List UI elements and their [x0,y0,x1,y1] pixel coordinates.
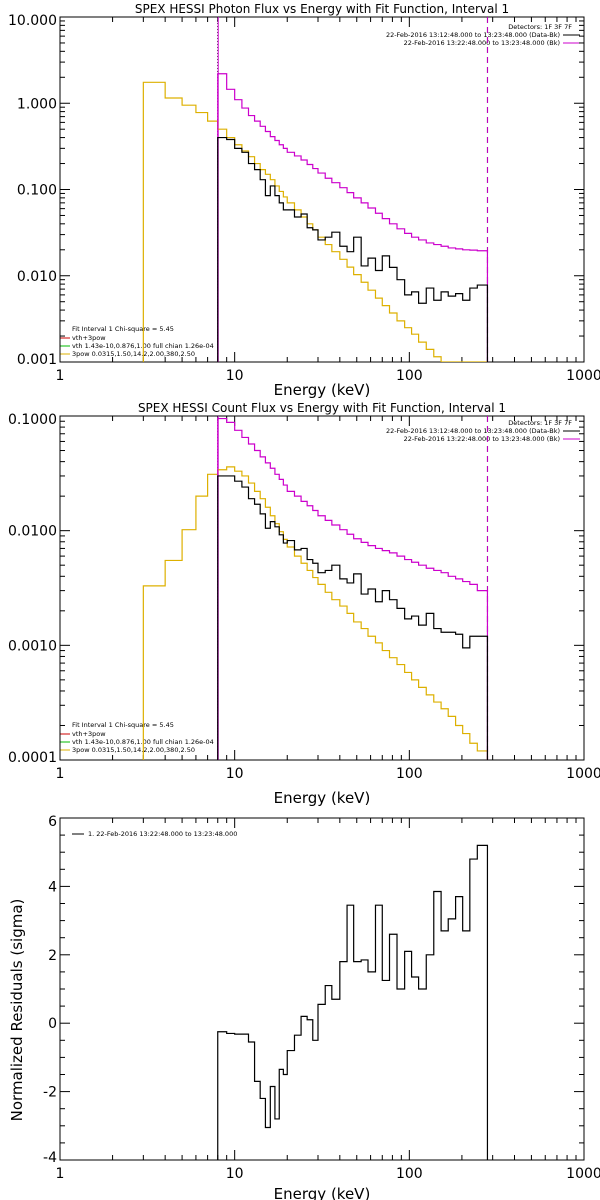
photon-header-data-interval: 22-Feb-2016 13:12:48.000 to 13:23:48.000… [386,31,560,39]
photon-y-tick-label: 10.000 [8,13,57,29]
photon-x-tick-label: 1 [56,368,65,384]
photon-panel-title: SPEX HESSI Photon Flux vs Energy with Fi… [135,2,509,16]
count-legend-line-0: Fit Interval 1 Chi-square = 5.45 [72,721,174,729]
count-header-bk-interval: 22-Feb-2016 13:22:48.000 to 13:23:48.000… [404,435,560,443]
photon-x-axis-title: Energy (keV) [274,381,371,399]
count-panel-title: SPEX HESSI Count Flux vs Energy with Fit… [138,401,506,415]
count-y-tick-label: 0.1000 [8,412,57,428]
photon-header-bk-interval: 22-Feb-2016 13:22:48.000 to 13:23:48.000… [404,39,560,47]
residuals-x-axis-title: Energy (keV) [274,1185,371,1200]
residuals-y-tick-label: -4 [43,1150,57,1166]
count-x-tick-label: 1 [56,766,65,782]
photon-x-tick-label: 1000 [566,368,600,384]
photon-y-tick-label: 1.000 [17,96,57,112]
photon-legend-line-1: vth+3pow [72,334,106,342]
photon-y-tick-label: 0.001 [17,352,57,368]
count-series-1-line [217,417,489,760]
residuals-series-0-line [217,844,489,1160]
photon-series-0-line [142,81,488,362]
photon-x-tick-label: 10 [226,368,244,384]
count-x-axis-title: Energy (keV) [274,789,371,807]
count-header-detectors: Detectors: 1F 3F 7F [508,419,572,427]
residuals-panel: 1. 22-Feb-2016 13:22:48.000 to 13:23:48.… [8,814,600,1200]
count-legend-line-3: 3pow 0.0315,1.50,14.2,2.00,380,2.50 [72,746,195,754]
photon-series-1-line [217,73,489,362]
residuals-x-tick-label: 1000 [566,1166,600,1182]
residuals-legend-line: 1. 22-Feb-2016 13:22:48.000 to 13:23:48.… [88,830,237,838]
count-x-tick-label: 10 [226,766,244,782]
residuals-y-tick-label: 4 [48,879,57,895]
residuals-y-axis-title: Normalized Residuals (sigma) [8,899,26,1122]
photon-header-detectors: Detectors: 1F 3F 7F [508,23,572,31]
photon-legend-line-3: 3pow 0.0315,1.50,14.2,2.00,380,2.50 [72,350,195,358]
residuals-y-tick-label: -2 [43,1085,57,1101]
count-x-tick-label: 1000 [566,766,600,782]
count-series-0-line [142,466,489,760]
photon-flux-panel: SPEX HESSI Photon Flux vs Energy with Fi… [8,2,600,399]
count-legend-line-1: vth+3pow [72,730,106,738]
count-header-data-interval: 22-Feb-2016 13:12:48.000 to 13:23:48.000… [386,427,560,435]
photon-y-tick-label: 0.100 [17,183,57,199]
residuals-x-tick-label: 10 [226,1166,244,1182]
count-y-tick-label: 0.0100 [8,524,57,540]
photon-y-tick-label: 0.010 [17,269,57,285]
residuals-y-tick-label: 0 [48,1016,57,1032]
count-y-tick-label: 0.0001 [8,750,57,766]
photon-x-tick-label: 100 [396,368,423,384]
photon-legend-line-0: Fit Interval 1 Chi-square = 5.45 [72,325,174,333]
count-series-2-line [217,475,489,760]
residuals-y-tick-label: 6 [48,814,57,830]
residuals-x-tick-label: 100 [396,1166,423,1182]
count-x-tick-label: 100 [396,766,423,782]
residuals-y-tick-label: 2 [48,948,57,964]
count-plot-frame [59,415,585,761]
photon-series-2-line [217,136,489,362]
residuals-x-tick-label: 1 [56,1166,65,1182]
count-y-tick-label: 0.0010 [8,638,57,654]
count-flux-panel: SPEX HESSI Count Flux vs Energy with Fit… [8,401,600,807]
